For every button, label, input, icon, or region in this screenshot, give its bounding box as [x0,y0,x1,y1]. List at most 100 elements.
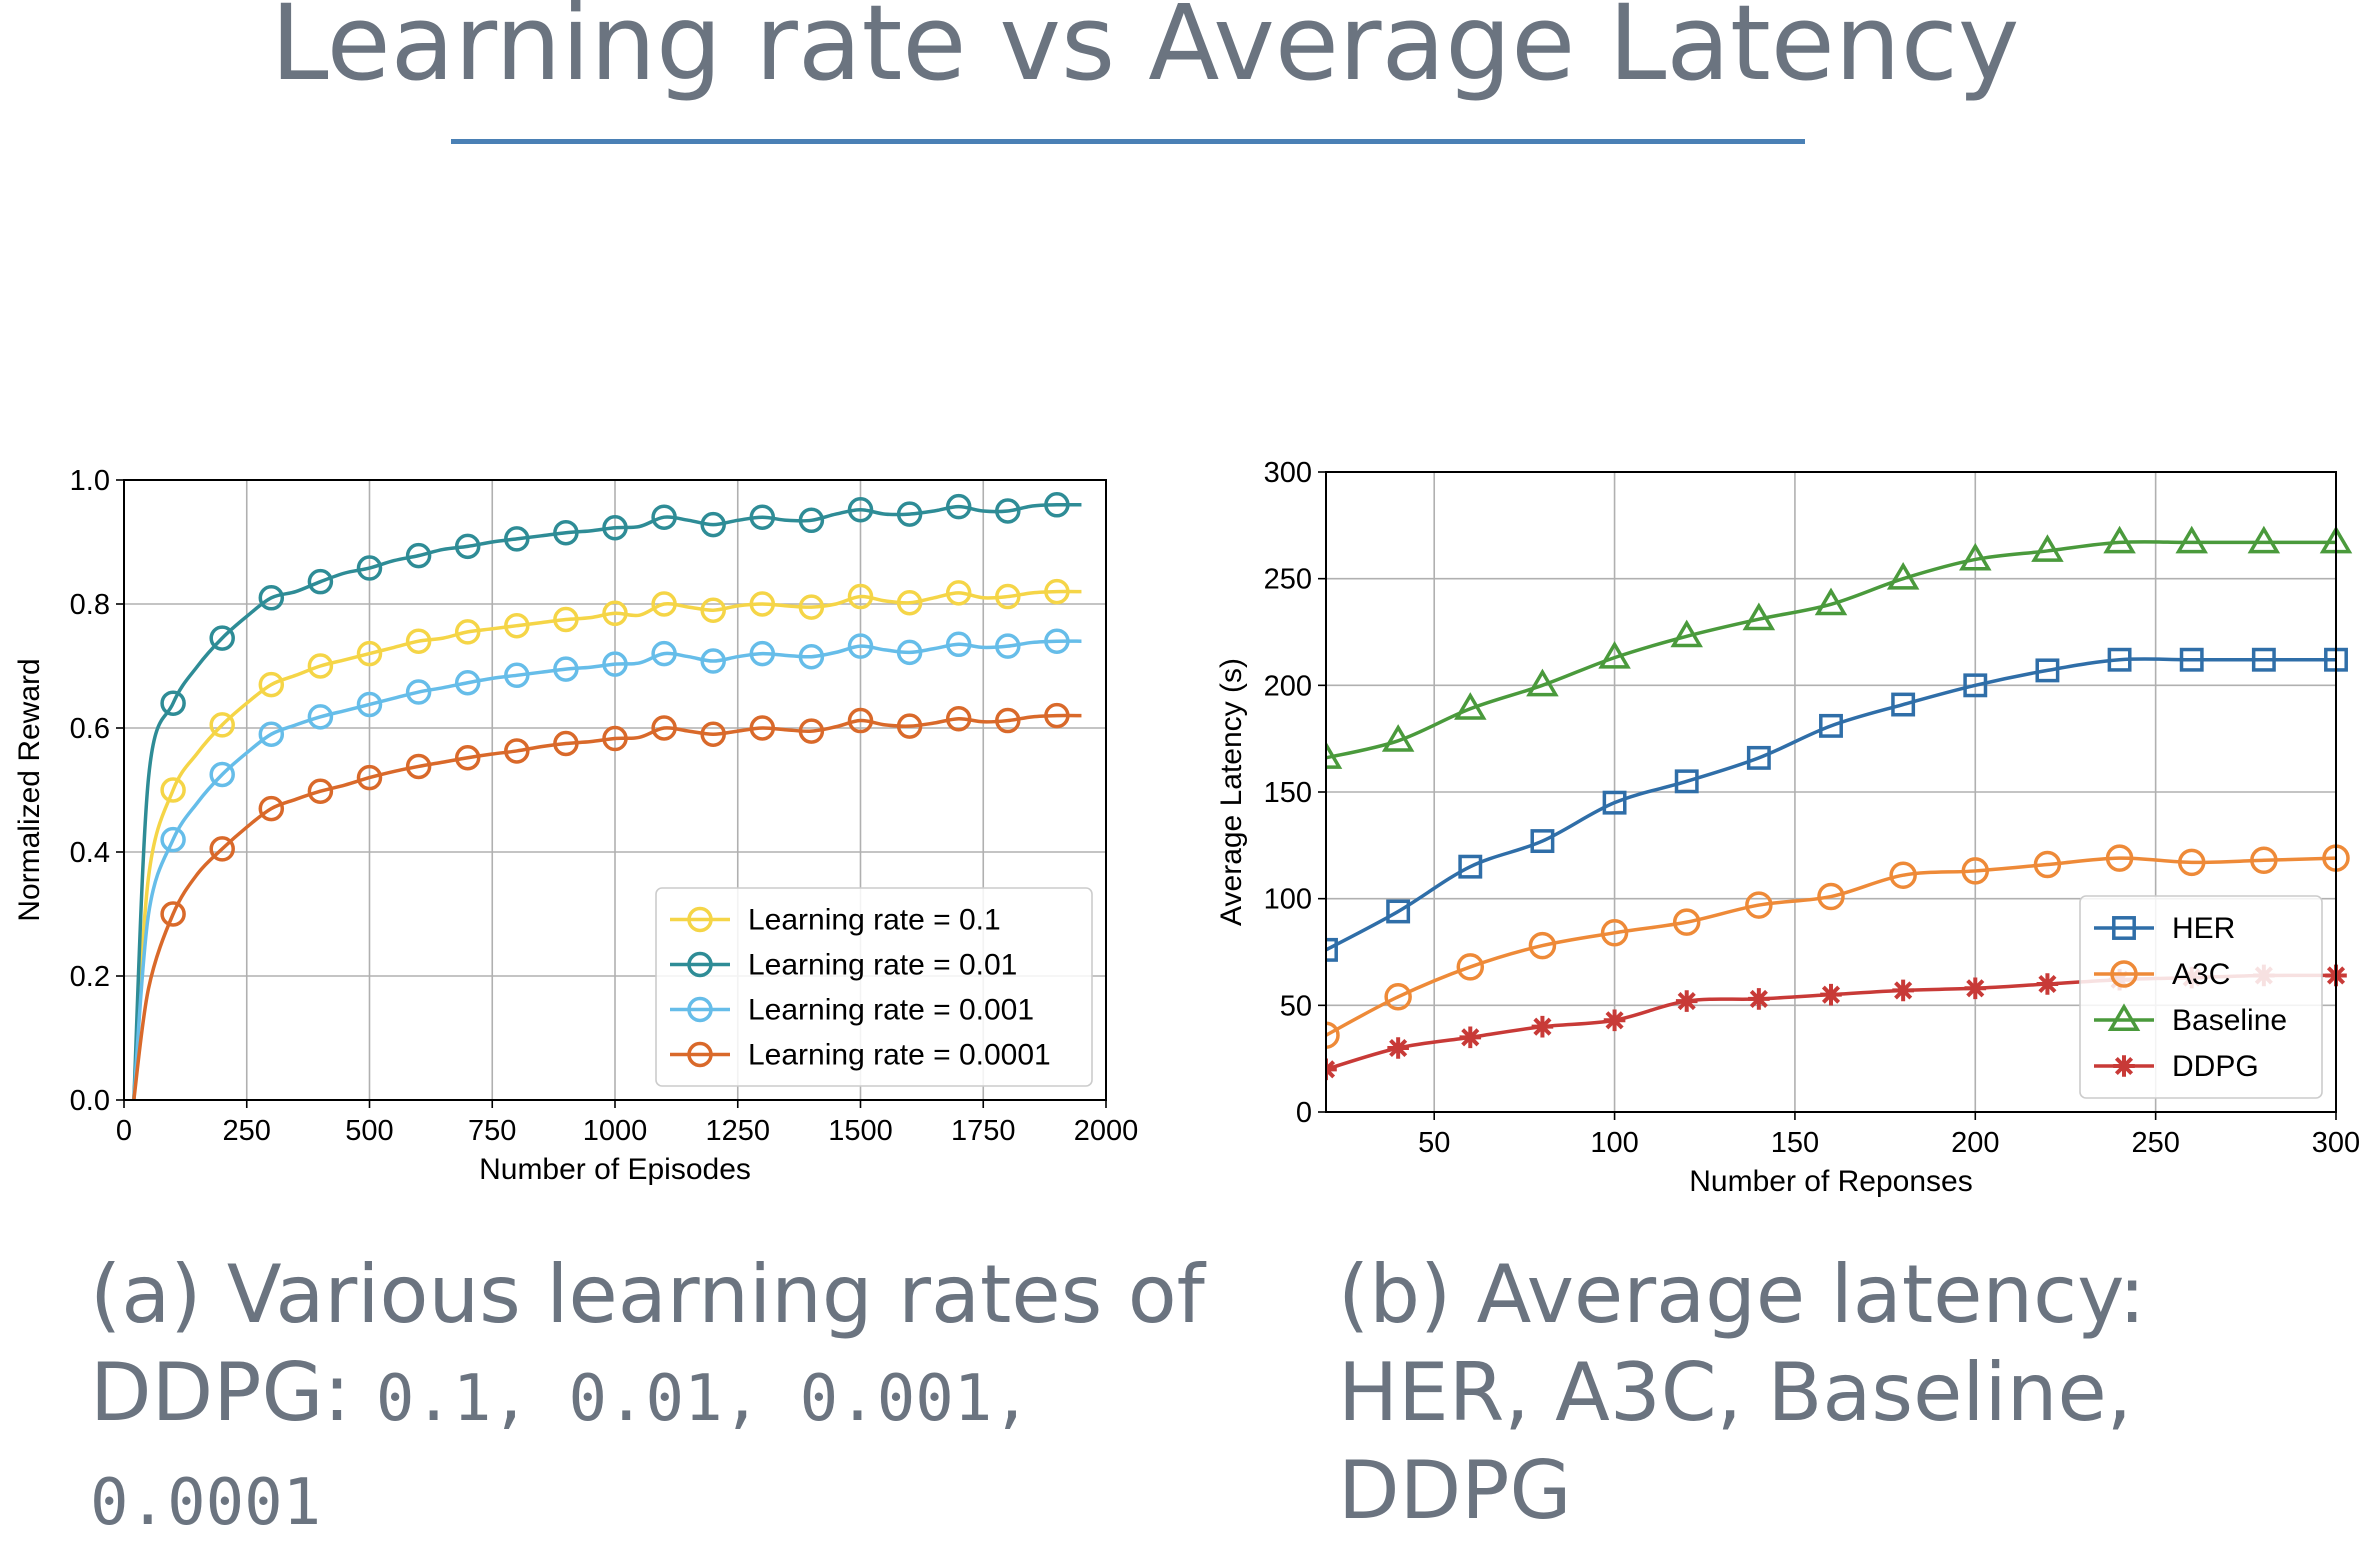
data-point-her [2035,658,2060,683]
data-point-learning-rate-0-0001 [504,738,530,764]
data-point-a3c [1528,931,1557,960]
data-point-her [2179,647,2204,672]
data-point-ddpg [1820,983,1842,1006]
data-point-learning-rate-0-1 [356,640,383,667]
x-tick-label: 750 [468,1115,516,1147]
y-tick-label: 0.4 [70,837,110,869]
data-point-learning-rate-0-01 [405,542,432,569]
data-point-learning-rate-0-01 [798,507,825,534]
data-point-learning-rate-0-1 [307,653,334,679]
data-point-learning-rate-0-01 [553,519,579,546]
y-tick-label: 1.0 [70,465,110,497]
y-tick-label: 0.8 [70,589,110,621]
data-point-learning-rate-0-001 [798,643,825,670]
data-point-learning-rate-0-0001 [454,745,481,771]
data-point-learning-rate-0-01 [995,498,1021,524]
series-line-a3c [1326,856,2337,1037]
data-point-baseline [2175,525,2208,554]
data-point-ddpg [1603,1009,1626,1032]
data-point-learning-rate-0-1 [700,597,726,623]
legend: HER A3C Baseline DDPG [2079,895,2323,1099]
data-point-learning-rate-0-0001 [307,778,334,804]
series-line-baseline [1326,540,2336,760]
data-point-learning-rate-0-1 [995,583,1021,610]
x-tick-label: 50 [1418,1127,1450,1159]
x-tick-label: 150 [1771,1127,1819,1159]
x-tick-label: 2000 [1074,1115,1139,1147]
data-point-learning-rate-0-01 [700,511,726,538]
plot-area [1326,525,2353,1081]
data-point-a3c [1817,882,1845,911]
data-point-baseline [1326,741,1343,769]
data-point-baseline [1454,692,1487,720]
plot-frame [123,479,1107,1101]
y-axis-label: Normalized Reward [13,658,46,921]
data-point-her [2107,647,2132,672]
data-point-ddpg [1531,1015,1554,1038]
y-tick-label: 0.0 [70,1085,110,1117]
series-line-learning-rate-0-01 [132,502,1082,1100]
data-point-baseline [1381,724,1415,752]
data-point-learning-rate-0-001 [749,640,776,667]
data-point-baseline [1814,587,1848,616]
data-point-a3c [2250,846,2278,875]
data-point-learning-rate-0-001 [356,691,383,718]
data-point-learning-rate-0-001 [995,633,1021,659]
data-point-learning-rate-0-01 [454,533,481,560]
data-point-learning-rate-0-1 [896,590,923,616]
data-point-learning-rate-0-0001 [749,715,776,741]
data-point-learning-rate-0-1 [258,671,285,698]
y-tick-label: 300 [1264,457,1312,489]
data-point-a3c [1745,891,1773,919]
data-point-learning-rate-0-001 [307,704,334,730]
data-point-her [1819,713,1843,738]
axis-ticks: 0 250 500 750 1000 1250 1500 1750 2000 0.0 0.2 0.4 0… [70,465,1139,1147]
chart-a-learning-rates: 0 250 500 750 1000 1250 1500 1750 2000 0.0 0.2 0.4 0… [13,465,1139,1186]
caption-b: (b) Average latency: HER, A3C, Baseline,… [1338,1246,2338,1540]
data-point-ddpg [2036,973,2059,995]
plot-area [132,492,1082,1100]
data-point-baseline [1526,668,1559,697]
data-point-learning-rate-0-01 [209,625,235,651]
data-point-baseline [2247,525,2281,554]
data-point-a3c [1456,953,1485,981]
data-point-learning-rate-0-01 [602,514,628,541]
data-point-learning-rate-0-01 [307,568,334,595]
data-point-a3c [1672,908,1701,936]
data-point-learning-rate-0-1 [798,594,825,620]
data-point-learning-rate-0-001 [160,826,186,853]
data-point-ddpg [1459,1026,1482,1049]
legend-label-learning-rate-0-001: Learning rate = 0.001 [748,994,1034,1027]
data-point-learning-rate-0-001 [405,679,432,705]
data-point-learning-rate-0-1 [405,628,432,654]
data-point-her [1386,899,1411,924]
series-line-learning-rate-0-001 [132,639,1082,1100]
data-point-baseline [1670,619,1703,648]
legend-marker-learning-rate-0-01 [687,951,713,978]
y-axis-label: Average Latency (s) [1215,658,1248,926]
data-point-a3c [1326,1021,1340,1049]
data-point-ddpg [1964,977,1987,1000]
data-point-her [1891,692,1916,717]
y-tick-label: 0.6 [70,713,110,745]
x-tick-label: 0 [116,1115,132,1147]
data-point-learning-rate-0-1 [504,612,530,639]
data-point-learning-rate-0-01 [749,504,776,530]
legend-marker-learning-rate-0-0001 [687,1041,713,1068]
data-point-a3c [2033,850,2062,879]
data-point-a3c [1384,983,1412,1011]
data-point-learning-rate-0-1 [160,777,186,803]
data-point-a3c [1961,857,1990,885]
data-point-learning-rate-0-1 [847,583,874,610]
data-point-learning-rate-0-01 [356,555,383,581]
data-point-learning-rate-0-0001 [651,715,677,741]
data-point-learning-rate-0-0001 [700,721,726,747]
data-point-learning-rate-0-001 [602,651,628,677]
grid-lines [124,480,1106,1100]
data-point-learning-rate-0-01 [1044,492,1070,518]
data-point-her [1602,790,1627,815]
legend-box [2079,895,2323,1099]
data-point-learning-rate-0-1 [454,619,481,645]
x-tick-label: 250 [2131,1127,2179,1159]
data-point-learning-rate-0-01 [945,493,972,520]
